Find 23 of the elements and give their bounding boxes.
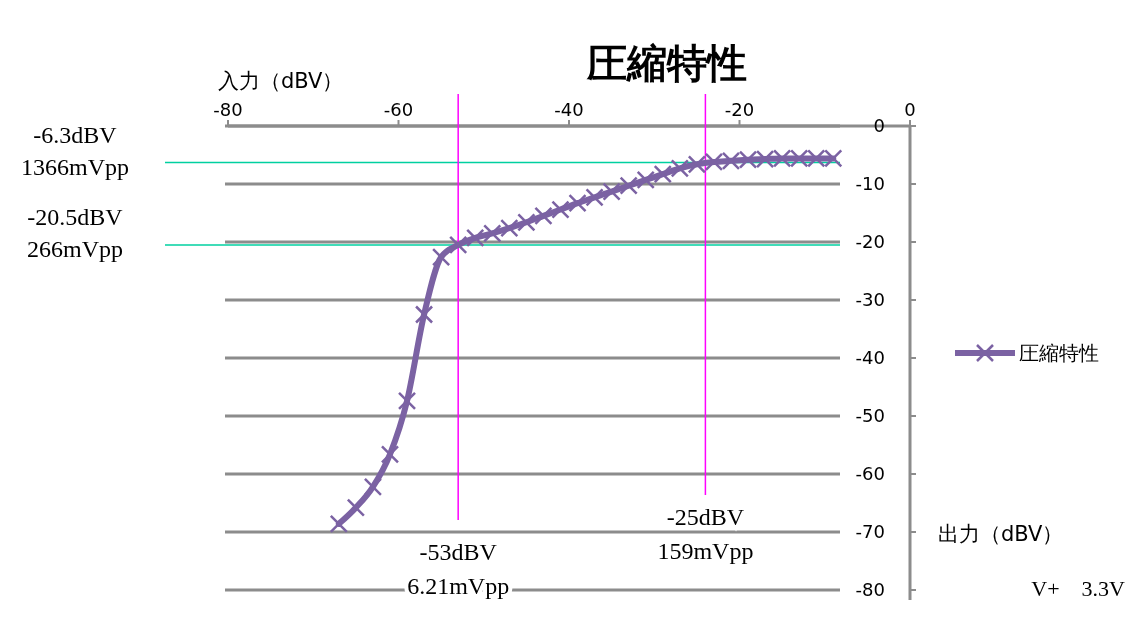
- y-tick-label: -10: [855, 173, 885, 194]
- x-tick-label: -40: [554, 99, 584, 120]
- ref-line-label: -20.5dBV 266mVpp: [27, 203, 124, 262]
- y-axis-title: 出力（dBV）: [938, 522, 1064, 546]
- ref-line-label: -25dBV 159mVpp: [657, 504, 754, 564]
- y-tick-label: -80: [855, 579, 885, 600]
- y-tick-label: -50: [855, 405, 885, 426]
- y-tick-label: 0: [873, 115, 885, 136]
- y-tick-label: -20: [855, 231, 885, 252]
- x-tick-label: -20: [724, 99, 755, 120]
- y-tick-label: -70: [855, 521, 885, 542]
- chart-title: 圧縮特性: [586, 40, 747, 86]
- x-tick-label: -60: [383, 99, 414, 120]
- text: V+ 3.3V: [1031, 576, 1126, 601]
- y-tick-label: -30: [855, 289, 885, 310]
- ref-line-label: -53dBV 6.21mVpp: [407, 539, 510, 599]
- x-axis-title: 入力（dBV）: [218, 69, 344, 93]
- x-tick-label: 0: [904, 99, 916, 120]
- x-tick-label: -80: [213, 99, 243, 120]
- ref-line-label: -6.3dBV 1366mVpp: [21, 121, 129, 180]
- y-tick-label: -40: [855, 347, 885, 368]
- legend-label: 圧縮特性: [1019, 341, 1099, 365]
- y-tick-label: -60: [855, 463, 885, 484]
